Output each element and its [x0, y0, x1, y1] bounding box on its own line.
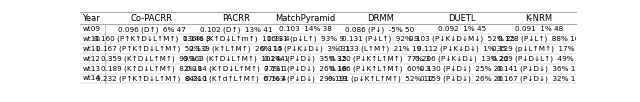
Text: 0.232 (P↑K↑D↓L↑M↑)  84% 1: 0.232 (P↑K↑D↓L↑M↑) 84% 1 — [96, 75, 208, 82]
Text: 0.131 (p↓L↑)  93% 9: 0.131 (p↓L↑) 93% 9 — [267, 36, 344, 42]
Text: 0.191 (p↓K↑L↑M↑)  52% 10: 0.191 (p↓K↑L↑M↑) 52% 10 — [328, 75, 433, 82]
Text: 0.102 (D↑)  13% 41: 0.102 (D↑) 13% 41 — [200, 26, 273, 33]
Text: 0.133 (L↑M↑)  21% 19: 0.133 (L↑M↑) 21% 19 — [339, 46, 422, 52]
Text: 0.103  14% 38: 0.103 14% 38 — [279, 26, 332, 32]
Text: wt11: wt11 — [83, 46, 100, 52]
Text: 0.166 (P↓K↑L↑M↑)  60% 3: 0.166 (P↓K↑L↑M↑) 60% 3 — [330, 65, 430, 72]
Text: 0.131 (P↓D↓)  26% 18: 0.131 (P↓D↓) 26% 18 — [264, 65, 347, 72]
Text: 0.114 (P↓K↓D↓)  3% 31: 0.114 (P↓K↓D↓) 3% 31 — [261, 46, 350, 52]
Text: K-NRM: K-NRM — [525, 14, 552, 23]
Text: wt14: wt14 — [83, 75, 100, 81]
Text: PACRR: PACRR — [222, 14, 250, 23]
Text: 0.160 (P↑K↑D↓L↑M↑)  136% 3: 0.160 (P↑K↑D↓L↑M↑) 136% 3 — [93, 36, 210, 42]
Text: DRMM: DRMM — [367, 14, 394, 23]
Text: MatchPyramid: MatchPyramid — [276, 14, 336, 23]
Text: 0.210 (K↑d↑L↑M↑)  67% 4: 0.210 (K↑d↑L↑M↑) 67% 4 — [186, 75, 286, 82]
Text: 0.269 (P↓D↓L↑)  49% 11: 0.269 (P↓D↓L↑) 49% 11 — [492, 55, 586, 62]
Text: 0.184 (K↑D↓L↑M↑)  77% 1: 0.184 (K↑D↓L↑M↑) 77% 1 — [186, 65, 287, 72]
Text: 0.086 (P↓)  -5% 50: 0.086 (P↓) -5% 50 — [346, 26, 415, 33]
Text: 0.146 (K↑D↓L↑m↑)  116% 4: 0.146 (K↑D↓L↑m↑) 116% 4 — [183, 36, 289, 42]
Text: Year: Year — [83, 14, 100, 23]
Text: 0.128 (P↓L↑)  88% 10: 0.128 (P↓L↑) 88% 10 — [498, 36, 579, 42]
Text: 0.139 (k↑L↑M↑)  26% 15: 0.139 (k↑L↑M↑) 26% 15 — [189, 46, 283, 52]
Text: 0.091  1% 48: 0.091 1% 48 — [515, 26, 563, 32]
Text: 0.131 (P↓L↑)  92% 9: 0.131 (P↓L↑) 92% 9 — [342, 36, 419, 42]
Text: 0.244 (P↓D↓)  35% 15: 0.244 (P↓D↓) 35% 15 — [264, 55, 347, 62]
Text: 0.167 (P↓D↓)  32% 17: 0.167 (P↓D↓) 32% 17 — [497, 75, 580, 82]
Text: DUETL: DUETL — [448, 14, 476, 23]
Text: 0.159 (P↓D↓)  26% 20: 0.159 (P↓D↓) 26% 20 — [420, 75, 504, 82]
Text: 0.163 (P↓D↓)  29% 19: 0.163 (P↓D↓) 29% 19 — [264, 75, 347, 82]
Text: 0.130 (P↓D↓)  25% 20: 0.130 (P↓D↓) 25% 20 — [420, 65, 504, 72]
Text: 0.206 (P↓K↓D↓)  13% 22: 0.206 (P↓K↓D↓) 13% 22 — [415, 55, 509, 62]
Text: 0.141 (P↓D↓)  36% 12: 0.141 (P↓D↓) 36% 12 — [497, 65, 580, 72]
Text: wt12: wt12 — [83, 56, 100, 62]
Text: 0.092  1% 45: 0.092 1% 45 — [438, 26, 486, 32]
Text: 0.320 (P↓K↑L↑M↑)  77% 3: 0.320 (P↓K↑L↑M↑) 77% 3 — [330, 55, 430, 62]
Text: 0.189 (K↑D↓L↑M↑)  82% 1: 0.189 (K↑D↓L↑M↑) 82% 1 — [101, 65, 202, 72]
Text: 0.112 (P↓K↓D↓)  1% 35: 0.112 (P↓K↓D↓) 1% 35 — [417, 46, 506, 52]
Text: wt10: wt10 — [83, 36, 100, 42]
Text: 0.129 (p↓L↑M↑)  17% 23: 0.129 (p↓L↑M↑) 17% 23 — [492, 46, 586, 52]
Text: wt13: wt13 — [83, 66, 100, 72]
Text: 0.363 (K↑D↓L↑M↑)  101% 1: 0.363 (K↑D↓L↑M↑) 101% 1 — [183, 55, 289, 62]
Text: 0.359 (K↑D↓L↑M↑)  99% 1: 0.359 (K↑D↓L↑M↑) 99% 1 — [101, 55, 202, 62]
Text: 0.096 (D↑)  6% 47: 0.096 (D↑) 6% 47 — [118, 26, 186, 33]
Text: 0.103 (P↓K↓D↓M↓)  52% 25: 0.103 (P↓K↓D↓M↓) 52% 25 — [409, 36, 515, 42]
Text: wt09: wt09 — [83, 26, 100, 32]
Text: Co-PACRR: Co-PACRR — [131, 14, 173, 23]
Text: 0.167 (P↑K↑D↓L↑M↑)  52% 2: 0.167 (P↑K↑D↓L↑M↑) 52% 2 — [96, 46, 208, 52]
